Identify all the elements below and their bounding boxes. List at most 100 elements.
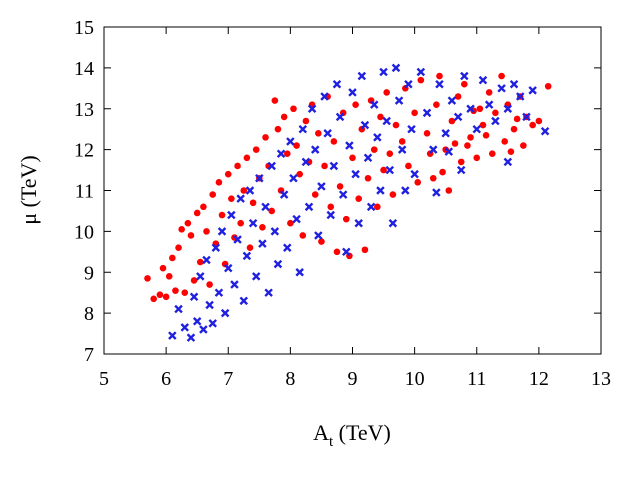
data-point bbox=[239, 296, 249, 306]
data-point bbox=[317, 182, 326, 191]
data-layer bbox=[144, 63, 552, 342]
data-point bbox=[338, 190, 348, 199]
data-point bbox=[196, 272, 205, 281]
data-point bbox=[383, 89, 390, 96]
data-point bbox=[385, 165, 395, 175]
data-point bbox=[460, 71, 469, 81]
data-point bbox=[178, 226, 185, 233]
data-point bbox=[332, 79, 342, 89]
data-point bbox=[472, 124, 481, 134]
y-tick-label: 9 bbox=[84, 262, 94, 284]
data-point bbox=[295, 268, 304, 277]
data-point bbox=[389, 191, 397, 198]
data-point bbox=[369, 100, 379, 109]
data-point bbox=[355, 195, 363, 202]
data-point bbox=[243, 154, 251, 162]
data-point bbox=[484, 100, 494, 109]
data-point bbox=[217, 227, 227, 236]
data-point bbox=[407, 124, 416, 134]
data-point bbox=[280, 113, 288, 121]
data-point bbox=[302, 117, 310, 125]
x-tick-label: 7 bbox=[223, 368, 233, 390]
data-point bbox=[233, 235, 242, 244]
x-tick-label: 6 bbox=[161, 368, 171, 390]
x-tick-label: 5 bbox=[99, 368, 109, 390]
data-point bbox=[208, 319, 217, 328]
data-point bbox=[267, 161, 276, 171]
data-point bbox=[279, 190, 289, 199]
data-point bbox=[441, 129, 450, 138]
data-point bbox=[150, 295, 157, 303]
data-point bbox=[289, 173, 298, 183]
data-point bbox=[423, 129, 431, 137]
data-point bbox=[466, 104, 475, 113]
x-axis-label-subscript: t bbox=[329, 434, 334, 450]
data-point bbox=[416, 67, 426, 77]
data-point bbox=[364, 174, 372, 182]
y-tick-label: 11 bbox=[75, 181, 94, 203]
data-point bbox=[432, 188, 441, 197]
data-point bbox=[391, 63, 401, 73]
data-point bbox=[388, 218, 398, 228]
data-point bbox=[159, 264, 167, 272]
data-point bbox=[296, 170, 303, 178]
data-point bbox=[290, 105, 297, 113]
data-point bbox=[342, 215, 350, 223]
data-point bbox=[169, 254, 176, 262]
data-point bbox=[292, 214, 301, 224]
data-point bbox=[298, 124, 308, 134]
data-point bbox=[270, 227, 280, 236]
data-point bbox=[283, 243, 292, 252]
x-axis-label-unit: (TeV) bbox=[333, 420, 391, 445]
data-point bbox=[311, 191, 319, 198]
data-point bbox=[379, 67, 388, 77]
data-point bbox=[321, 162, 328, 170]
data-point bbox=[453, 112, 463, 122]
data-point bbox=[361, 246, 369, 254]
data-point bbox=[175, 244, 182, 252]
y-tick-label: 10 bbox=[74, 221, 94, 243]
data-point bbox=[522, 112, 531, 122]
data-point bbox=[320, 92, 329, 101]
data-point bbox=[433, 101, 440, 108]
data-point bbox=[215, 179, 223, 186]
data-point bbox=[366, 202, 376, 212]
plot-frame bbox=[103, 26, 602, 355]
data-point bbox=[162, 293, 170, 301]
data-point bbox=[205, 300, 214, 310]
data-point bbox=[193, 209, 201, 217]
data-point bbox=[456, 165, 466, 175]
data-point bbox=[410, 169, 419, 179]
data-point bbox=[509, 79, 519, 89]
data-point bbox=[444, 147, 454, 156]
data-point bbox=[501, 138, 509, 145]
data-point bbox=[299, 232, 307, 239]
data-point bbox=[507, 148, 515, 155]
data-point bbox=[251, 272, 261, 281]
data-point bbox=[255, 173, 264, 183]
data-point bbox=[330, 138, 338, 145]
y-tick-label: 15 bbox=[74, 17, 94, 39]
data-point bbox=[439, 168, 446, 176]
data-point bbox=[168, 331, 177, 340]
data-point bbox=[491, 116, 500, 126]
y-tick-label: 8 bbox=[84, 303, 94, 325]
data-point bbox=[327, 203, 335, 211]
data-point bbox=[394, 96, 404, 105]
data-point bbox=[262, 134, 269, 141]
data-point bbox=[510, 125, 518, 133]
data-point bbox=[342, 247, 351, 257]
data-point bbox=[209, 191, 217, 198]
data-point bbox=[206, 281, 213, 288]
data-point bbox=[214, 288, 224, 297]
data-point bbox=[202, 255, 211, 265]
data-point bbox=[268, 207, 276, 215]
data-point bbox=[540, 126, 550, 136]
data-point bbox=[382, 116, 391, 126]
data-point bbox=[451, 140, 459, 147]
data-point bbox=[352, 101, 359, 108]
data-point bbox=[464, 142, 471, 149]
data-point bbox=[398, 138, 406, 145]
data-point bbox=[252, 146, 260, 153]
data-point bbox=[242, 251, 252, 261]
